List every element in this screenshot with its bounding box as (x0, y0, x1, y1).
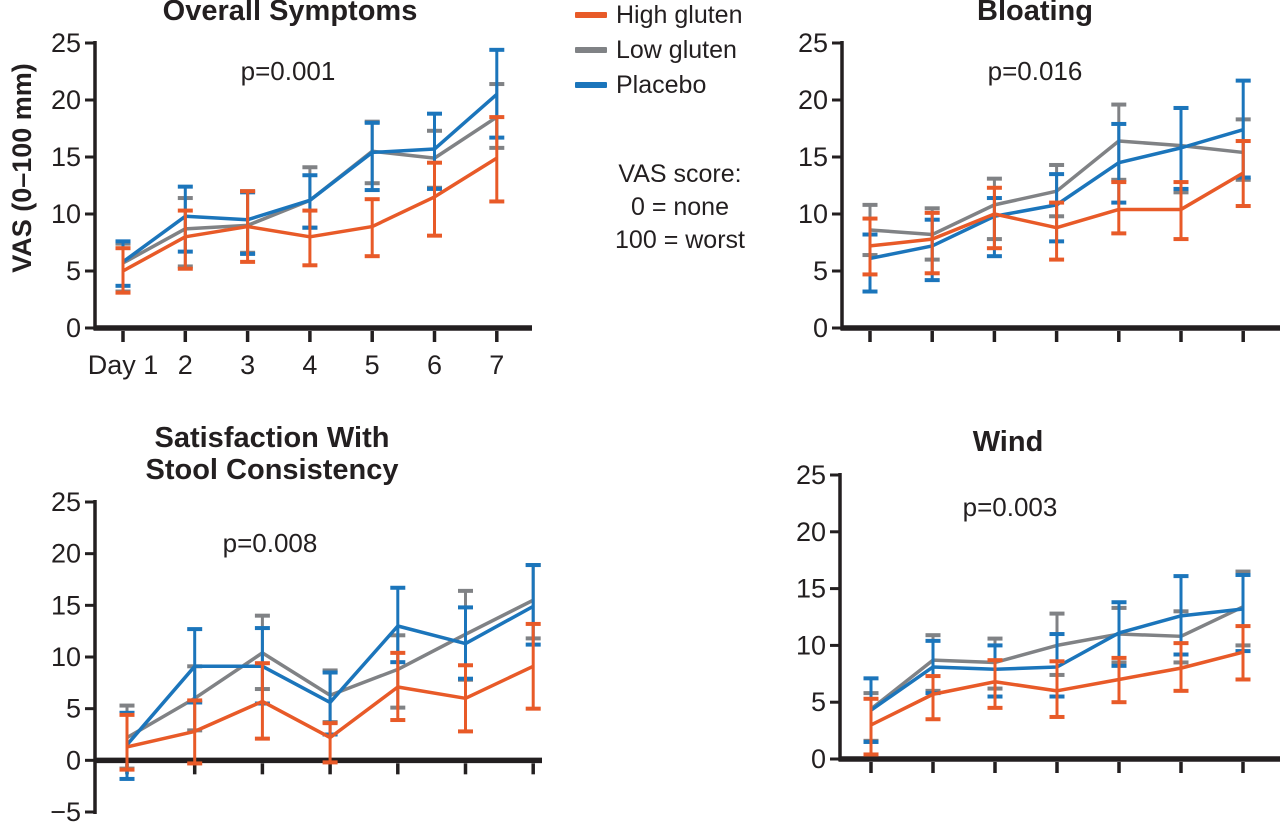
chart-title: Satisfaction With Stool Consistency (145, 422, 399, 486)
chart-bloating: Bloating p=0.016 0 5 10 15 20 25 (740, 0, 1280, 400)
legend-label: Low gluten (616, 36, 737, 64)
svg-text:20: 20 (798, 85, 828, 115)
chart-overall-symptoms: Overall Symptoms p=0.001 0 5 10 15 20 25 Day 1… (0, 0, 570, 400)
legend-swatch-low-gluten-icon (575, 47, 607, 53)
svg-text:15: 15 (51, 142, 81, 172)
svg-text:25: 25 (796, 460, 826, 490)
svg-text:0: 0 (66, 745, 81, 775)
chart-satisfaction-stool-consistency: Satisfaction With Stool Consistency p=0.… (0, 420, 600, 828)
svg-text:25: 25 (51, 28, 81, 58)
svg-text:5: 5 (813, 256, 828, 286)
legend: High gluten Low gluten Placebo (575, 2, 742, 107)
legend-swatch-placebo-icon (575, 82, 607, 88)
legend-item: High gluten (575, 2, 742, 28)
svg-text:5: 5 (66, 256, 81, 286)
svg-text:0: 0 (66, 313, 81, 343)
note-line: VAS score: (618, 160, 742, 188)
p-value-label: p=0.003 (962, 492, 1058, 522)
svg-text:Day 1: Day 1 (88, 350, 159, 380)
svg-text:10: 10 (796, 630, 826, 660)
svg-text:20: 20 (796, 517, 826, 547)
legend-item: Low gluten (575, 37, 742, 63)
svg-text:6: 6 (427, 350, 442, 380)
legend-label: High gluten (616, 1, 743, 29)
plot-bloating: 0 5 10 15 20 25 (798, 28, 1280, 343)
plot-satisfaction-stool-consistency: −5 0 5 10 15 20 25 (50, 487, 542, 827)
svg-text:2: 2 (178, 350, 193, 380)
svg-text:0: 0 (811, 744, 826, 774)
svg-text:5: 5 (811, 687, 826, 717)
note-line: 100 = worst (615, 226, 745, 254)
plot-wind: 0 5 10 15 20 25 (796, 460, 1280, 774)
legend-label: Placebo (616, 71, 707, 99)
chart-wind: Wind p=0.003 0 5 10 15 20 25 (680, 420, 1280, 828)
svg-text:0: 0 (813, 313, 828, 343)
svg-text:10: 10 (798, 199, 828, 229)
svg-text:25: 25 (51, 487, 81, 517)
chart-title: Wind (972, 426, 1044, 458)
svg-text:20: 20 (51, 85, 81, 115)
p-value-label: p=0.008 (222, 528, 318, 558)
svg-text:15: 15 (796, 574, 826, 604)
legend-swatch-high-gluten-icon (575, 12, 607, 18)
svg-text:15: 15 (798, 142, 828, 172)
plot-overall-symptoms: 0 5 10 15 20 25 Day 1 2 3 4 5 6 7 (51, 28, 532, 380)
p-value-label: p=0.016 (987, 56, 1083, 86)
svg-text:25: 25 (798, 28, 828, 58)
svg-text:20: 20 (51, 539, 81, 569)
svg-text:−5: −5 (50, 797, 81, 827)
chart-title: Overall Symptoms (162, 0, 418, 27)
vas-score-note: VAS score: 0 = none 100 = worst (560, 158, 800, 257)
svg-text:4: 4 (302, 350, 317, 380)
note-line: 0 = none (630, 193, 729, 221)
svg-text:10: 10 (51, 199, 81, 229)
svg-text:15: 15 (51, 590, 81, 620)
p-value-label: p=0.001 (240, 56, 336, 86)
svg-text:3: 3 (240, 350, 255, 380)
chart-title: Bloating (977, 0, 1093, 27)
svg-text:5: 5 (365, 350, 380, 380)
svg-text:7: 7 (489, 350, 504, 380)
svg-text:5: 5 (66, 694, 81, 724)
legend-item: Placebo (575, 72, 742, 98)
svg-text:10: 10 (51, 642, 81, 672)
